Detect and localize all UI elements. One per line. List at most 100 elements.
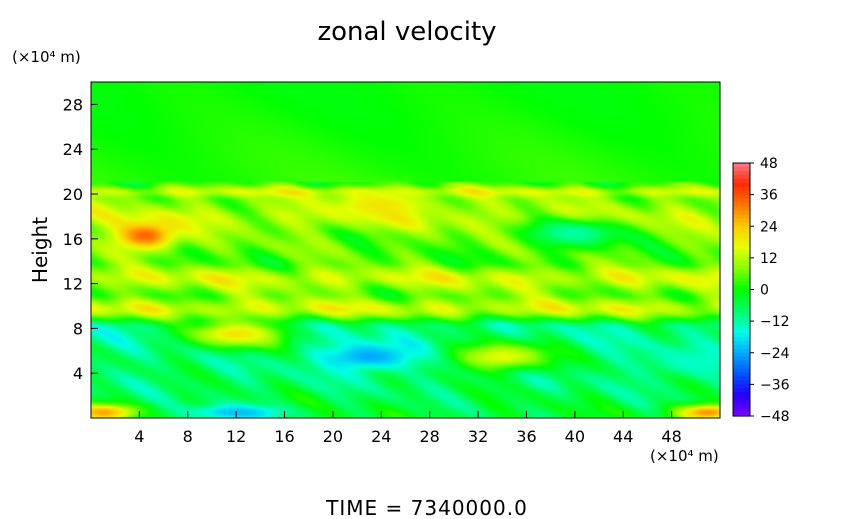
colorbar-cell bbox=[733, 317, 750, 322]
velocity-field bbox=[91, 82, 720, 418]
y-tick-label: 12 bbox=[63, 275, 83, 294]
colorbar-cell bbox=[733, 404, 750, 409]
colorbar-cell bbox=[733, 372, 750, 378]
colorbar-cell bbox=[733, 178, 750, 184]
colorbar-cell bbox=[733, 285, 750, 291]
x-tick-label: 28 bbox=[420, 427, 440, 446]
colorbar-cell bbox=[733, 269, 750, 275]
time-footer: TIME = 7340000.0 bbox=[325, 496, 528, 519]
colorbar-cell bbox=[733, 376, 750, 382]
colorbar-cell bbox=[733, 277, 750, 283]
colorbar-tick-label: −24 bbox=[760, 346, 790, 362]
colorbar-cell bbox=[733, 206, 750, 212]
colorbar-cell bbox=[733, 313, 750, 318]
y-tick-label: 24 bbox=[63, 140, 83, 159]
colorbar-cell bbox=[733, 222, 750, 227]
colorbar-cell bbox=[733, 198, 750, 204]
colorbar-cell bbox=[733, 202, 750, 208]
y-tick-label: 28 bbox=[63, 95, 83, 114]
colorbar-cell bbox=[733, 249, 750, 255]
y-axis-label: Height bbox=[28, 217, 52, 283]
x-tick-label: 12 bbox=[226, 427, 246, 446]
colorbar-cell bbox=[733, 412, 750, 417]
y-tick-label: 8 bbox=[73, 319, 83, 338]
y-unit-label: (×10⁴ m) bbox=[12, 48, 81, 66]
colorbar-cell bbox=[733, 242, 750, 247]
y-tick-label: 16 bbox=[63, 230, 83, 249]
colorbar-cell bbox=[733, 194, 750, 200]
x-tick-label: 8 bbox=[183, 427, 193, 446]
x-tick-label: 4 bbox=[134, 427, 144, 446]
colorbar-cell bbox=[733, 163, 750, 168]
colorbar-cell bbox=[733, 238, 750, 243]
colorbar-cell bbox=[733, 305, 750, 310]
colorbar-cell bbox=[733, 336, 750, 342]
plot-frame bbox=[90, 81, 721, 419]
colorbar-cell bbox=[733, 348, 750, 354]
colorbar-cell bbox=[733, 400, 750, 405]
colorbar-cell bbox=[733, 356, 750, 362]
colorbar-cell bbox=[733, 368, 750, 374]
chart-title: zonal velocity bbox=[317, 17, 496, 47]
colorbar-cell bbox=[733, 273, 750, 279]
plot-area bbox=[90, 81, 721, 419]
colorbar-cell bbox=[733, 174, 750, 180]
colorbar: 48 36 24 12 0 −12 −24 −36 −48 bbox=[732, 156, 790, 425]
colorbar-cell bbox=[733, 352, 750, 358]
y-axis: 4 8 12 16 20 24 28 bbox=[63, 95, 98, 383]
colorbar-cell bbox=[733, 325, 750, 330]
y-tick-label: 20 bbox=[63, 185, 83, 204]
colorbar-cell bbox=[733, 360, 750, 366]
y-tick-label: 4 bbox=[73, 364, 83, 383]
colorbar-tick-label: 0 bbox=[760, 283, 769, 299]
colorbar-cell bbox=[733, 234, 750, 239]
colorbar-cell bbox=[733, 166, 750, 172]
colorbar-cell bbox=[733, 392, 750, 397]
colorbar-cell bbox=[733, 265, 750, 271]
colorbar-cell bbox=[733, 281, 750, 287]
colorbar-cell bbox=[733, 329, 750, 334]
colorbar-cell bbox=[733, 321, 750, 326]
colorbar-cell bbox=[733, 218, 750, 223]
colorbar-cell bbox=[733, 293, 750, 299]
colorbar-tick-label: 48 bbox=[760, 156, 778, 172]
colorbar-cell bbox=[733, 190, 750, 196]
colorbar-cell bbox=[733, 253, 750, 259]
colorbar-cell bbox=[733, 289, 750, 295]
colorbar-cell bbox=[733, 246, 750, 251]
x-tick-label: 36 bbox=[516, 427, 536, 446]
x-tick-label: 44 bbox=[613, 427, 633, 446]
x-tick-label: 40 bbox=[565, 427, 585, 446]
colorbar-cell bbox=[733, 388, 750, 393]
x-tick-label: 32 bbox=[468, 427, 488, 446]
colorbar-cell bbox=[733, 210, 750, 215]
colorbar-cell bbox=[733, 297, 750, 302]
x-axis: 4 8 12 16 20 24 28 32 36 40 44 48 bbox=[134, 411, 682, 446]
colorbar-tick-label: −48 bbox=[760, 409, 790, 425]
colorbar-cell bbox=[733, 380, 750, 385]
colorbar-cell bbox=[733, 261, 750, 267]
colorbar-tick-label: 36 bbox=[760, 188, 778, 204]
colorbar-cell bbox=[733, 309, 750, 314]
colorbar-cell bbox=[733, 340, 750, 346]
colorbar-cell bbox=[733, 214, 750, 219]
colorbar-cell bbox=[733, 182, 750, 188]
colorbar-cell bbox=[733, 384, 750, 389]
colorbar-cell bbox=[733, 396, 750, 401]
x-tick-label: 48 bbox=[661, 427, 681, 446]
x-tick-label: 16 bbox=[274, 427, 294, 446]
colorbar-cell bbox=[733, 408, 750, 413]
colorbar-cell bbox=[733, 230, 750, 235]
colorbar-tick-label: −36 bbox=[760, 377, 790, 393]
x-tick-label: 20 bbox=[323, 427, 343, 446]
colorbar-cell bbox=[733, 170, 750, 176]
colorbar-cell bbox=[733, 344, 750, 350]
colorbar-cell bbox=[733, 257, 750, 263]
x-tick-label: 24 bbox=[371, 427, 391, 446]
colorbar-tick-label: 12 bbox=[760, 251, 778, 267]
colorbar-cell bbox=[733, 332, 750, 338]
colorbar-cell bbox=[733, 226, 750, 231]
colorbar-tick-label: 24 bbox=[760, 219, 778, 235]
colorbar-tick-label: −12 bbox=[760, 314, 790, 330]
